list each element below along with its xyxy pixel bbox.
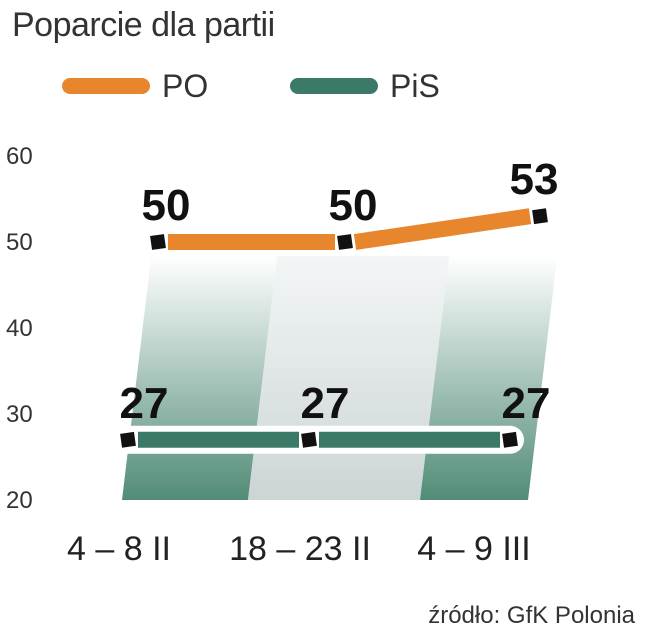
- y-tick-label: 60: [6, 143, 33, 170]
- data-label-po: 50: [142, 181, 191, 230]
- data-point-po: [150, 234, 166, 250]
- line-chart: 60 50 40 30 20 4 – 8 II 18 – 23 II 4 – 9 III 50 5…: [6, 143, 559, 568]
- legend-swatch-pis: [290, 78, 378, 94]
- series-line-po: [353, 208, 532, 250]
- y-tick-label: 20: [6, 487, 33, 514]
- legend-label-pis: PiS: [390, 67, 440, 104]
- legend-item-pis: PiS: [290, 66, 440, 106]
- data-label-pis: 27: [120, 379, 169, 428]
- data-point-po: [337, 234, 353, 250]
- legend-label-po: PO: [162, 67, 209, 104]
- data-label-pis: 27: [301, 379, 350, 428]
- data-point-po: [532, 208, 548, 225]
- legend-item-po: PO: [62, 66, 208, 106]
- x-tick-label: 4 – 9 III: [417, 530, 530, 568]
- chart-title: Poparcie dla partii: [12, 6, 275, 44]
- data-label-pis: 27: [502, 379, 551, 428]
- data-point-pis: [502, 431, 518, 448]
- y-tick-label: 40: [6, 315, 33, 342]
- y-tick-label: 30: [6, 401, 33, 428]
- data-label-po: 53: [510, 155, 559, 204]
- y-tick-label: 50: [6, 229, 33, 256]
- x-tick-label: 18 – 23 II: [229, 530, 371, 568]
- x-tick-label: 4 – 8 II: [67, 530, 171, 568]
- data-point-pis: [301, 431, 317, 448]
- legend-swatch-po: [62, 78, 150, 94]
- data-label-po: 50: [329, 181, 378, 230]
- data-point-pis: [120, 431, 136, 448]
- source-note: źródło: GfK Polonia: [428, 602, 635, 629]
